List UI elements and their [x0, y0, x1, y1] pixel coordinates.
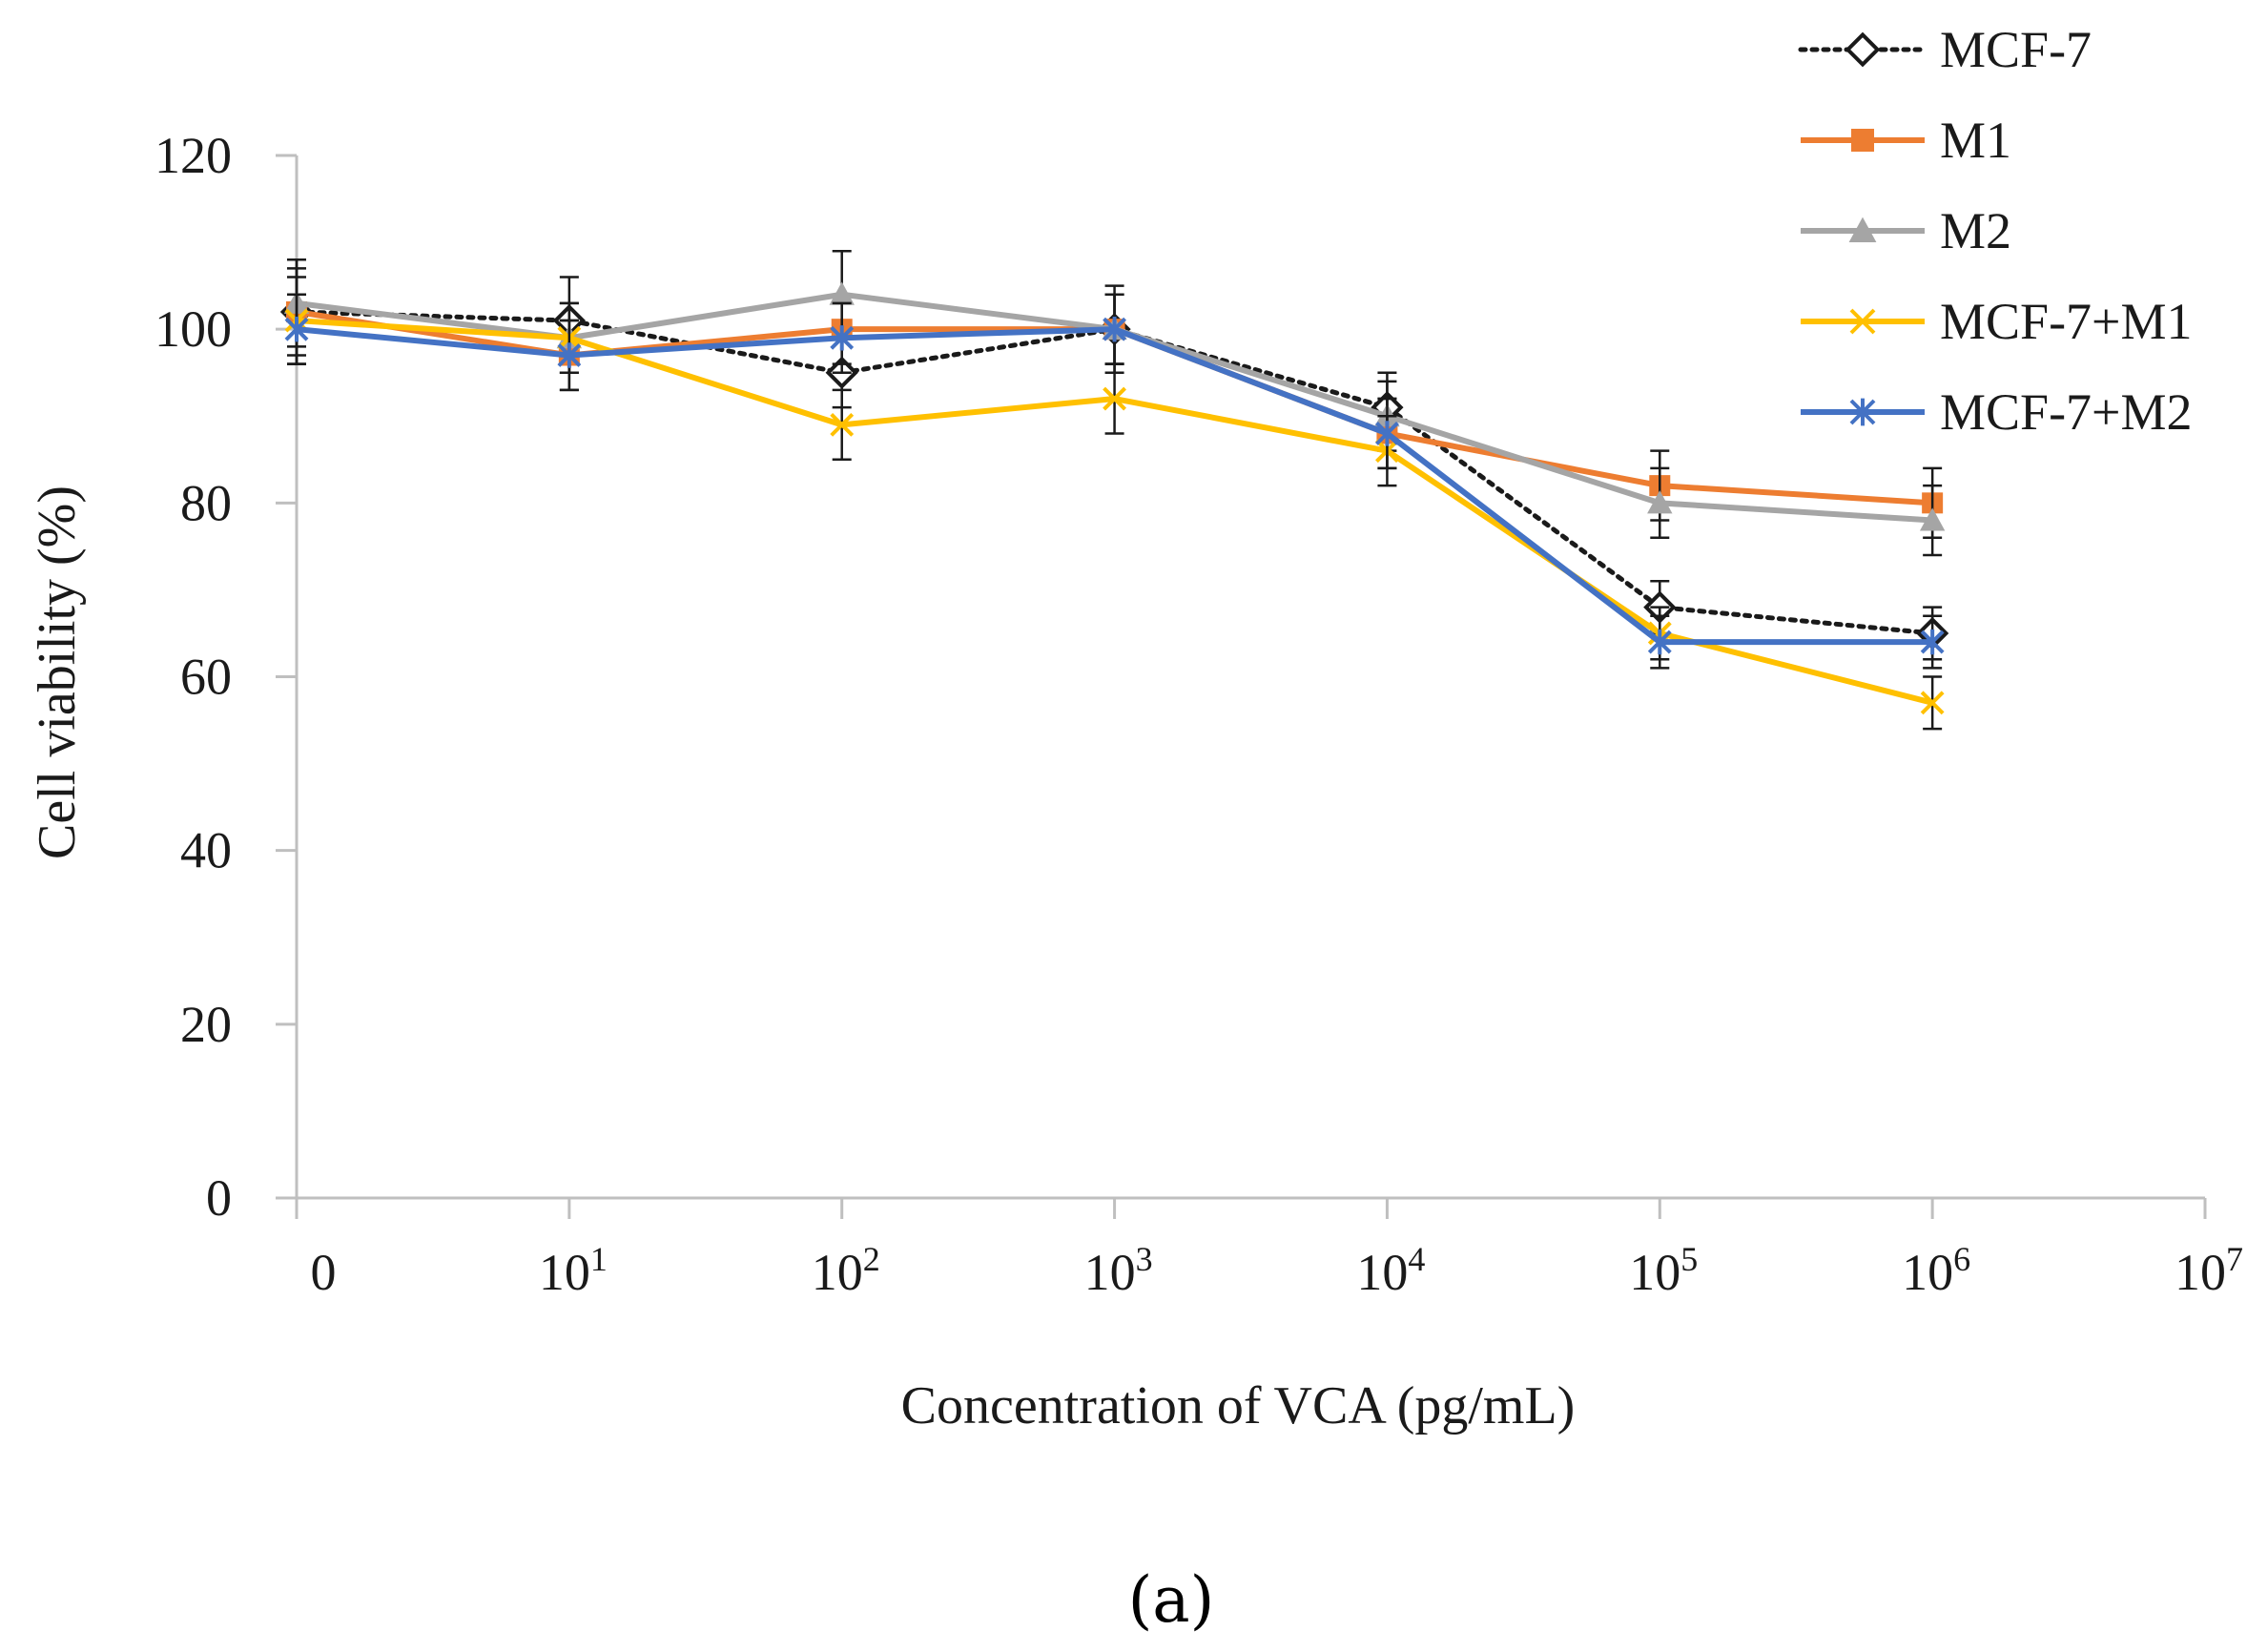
- x-tick-label: 105: [1629, 1240, 1698, 1301]
- x-tick-exponent: 2: [863, 1240, 880, 1278]
- legend-item-m1: M1: [1801, 112, 2011, 169]
- legend-item-mcf-7-m2: MCF-7+M2: [1801, 383, 2193, 441]
- y-tick-label: 40: [180, 822, 232, 879]
- x-tick-base: 10: [1902, 1244, 1953, 1301]
- data-point: [1647, 490, 1673, 514]
- data-point: [1920, 691, 1945, 715]
- x-tick-label: 0: [311, 1244, 337, 1301]
- x-tick-exponent: 4: [1408, 1240, 1425, 1278]
- x-tick-base: 10: [812, 1244, 863, 1301]
- legend-item-mcf-7-m1: MCF-7+M1: [1801, 293, 2193, 350]
- data-point: [1103, 316, 1126, 342]
- x-axis-title: Concentration of VCA (pg/mL): [901, 1376, 1576, 1435]
- legend-item-mcf-7: MCF-7: [1798, 21, 2092, 78]
- x-tick-exponent: 5: [1680, 1240, 1698, 1278]
- legend: MCF-7 M1 M2 MCF-7+M1 MCF-7+M2: [1798, 21, 2193, 441]
- x-tick-label: 106: [1902, 1240, 1970, 1301]
- y-tick-label: 80: [180, 474, 232, 531]
- x-tick-base: 10: [1356, 1244, 1408, 1301]
- legend-marker: [1849, 398, 1876, 426]
- data-point: [829, 281, 855, 305]
- x-tick-exponent: 1: [590, 1240, 608, 1278]
- data-point: [830, 412, 855, 437]
- x-tick-base: 10: [2175, 1244, 2226, 1301]
- x-tick-exponent: 3: [1136, 1240, 1153, 1278]
- data-point: [1920, 629, 1945, 655]
- data-point: [284, 316, 309, 342]
- y-tick-label: 60: [180, 649, 232, 706]
- legend-label: MCF-7: [1940, 21, 2092, 78]
- legend-label: M2: [1940, 202, 2011, 259]
- data-point: [1647, 629, 1672, 655]
- y-tick-label: 100: [155, 300, 232, 358]
- legend-marker: [1849, 308, 1876, 335]
- data-point: [1103, 386, 1126, 411]
- x-tick-base: 0: [311, 1244, 337, 1301]
- legend-marker: [1845, 31, 1881, 68]
- series-group: [279, 249, 1949, 731]
- x-tick-label: 107: [2175, 1240, 2243, 1301]
- x-tick-exponent: 6: [1953, 1240, 1970, 1278]
- x-tick-base: 10: [539, 1244, 590, 1301]
- legend-item-m2: M2: [1801, 202, 2011, 259]
- legend-marker: [1851, 129, 1874, 152]
- x-tick-base: 10: [1084, 1244, 1136, 1301]
- data-point: [1919, 507, 1946, 531]
- legend-label: MCF-7+M2: [1940, 383, 2193, 441]
- x-tick-labels: 0 101 102 103 104 105 106 107: [311, 1240, 2244, 1301]
- series-mcf-7-m2: [284, 293, 1945, 670]
- data-point: [830, 325, 855, 351]
- y-tick-label: 20: [180, 996, 232, 1053]
- x-tick-label: 101: [539, 1240, 608, 1301]
- legend-label: M1: [1940, 112, 2011, 169]
- y-tick-labels: 0 20 40 60 80 100 120: [155, 127, 232, 1227]
- x-tick-label: 104: [1356, 1240, 1425, 1301]
- y-axis-title: Cell viability (%): [28, 485, 87, 859]
- x-tick-label: 103: [1084, 1240, 1153, 1301]
- y-tick-label: 120: [155, 127, 232, 184]
- y-tick-label: 0: [206, 1169, 232, 1227]
- data-point: [1375, 421, 1399, 446]
- x-tick-label: 102: [812, 1240, 880, 1301]
- x-tick-base: 10: [1629, 1244, 1680, 1301]
- x-tick-exponent: 7: [2226, 1240, 2243, 1278]
- data-point: [557, 342, 582, 368]
- panel-label: (a): [1128, 1563, 1215, 1637]
- legend-label: MCF-7+M1: [1940, 293, 2193, 350]
- legend-marker: [1848, 217, 1877, 242]
